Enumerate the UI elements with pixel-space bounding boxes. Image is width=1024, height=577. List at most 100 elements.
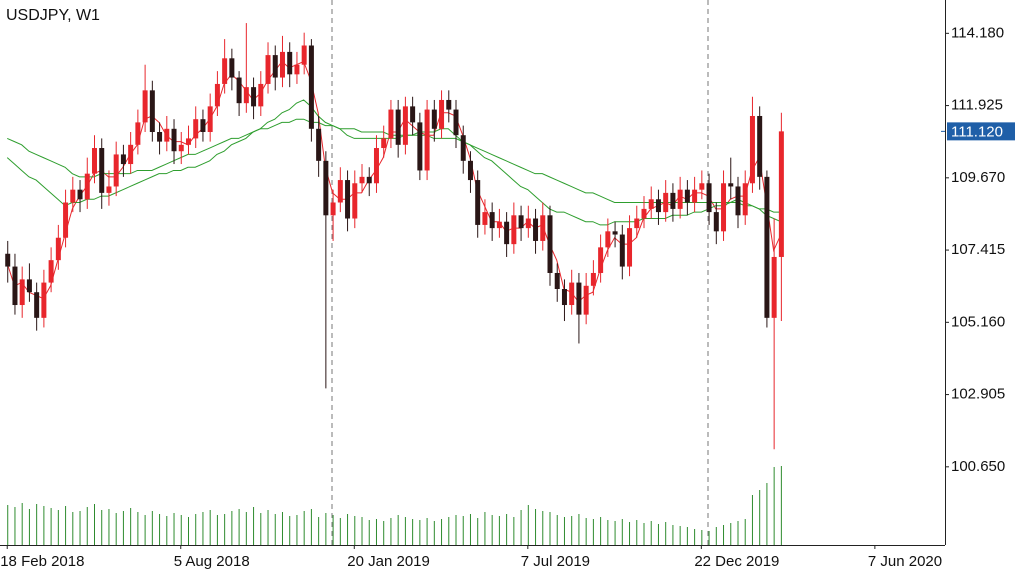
candle-body: [243, 87, 249, 104]
candle-body: [265, 55, 271, 84]
candle-body: [222, 58, 228, 84]
candle-body: [34, 292, 40, 318]
candle-body: [214, 83, 220, 107]
x-tick-label: 5 Aug 2018: [174, 553, 250, 570]
candle-body: [721, 183, 727, 232]
candle-body: [619, 234, 625, 267]
candle-body: [287, 51, 293, 75]
candle-body: [547, 215, 553, 273]
candle-body: [735, 186, 741, 216]
candle-body: [518, 215, 524, 229]
candle-body: [388, 109, 394, 139]
candle-body: [540, 215, 546, 241]
candle-body: [395, 109, 401, 145]
candle-body: [439, 99, 445, 129]
candle-body: [279, 51, 285, 78]
candle-body: [113, 154, 119, 187]
candle-body: [460, 135, 466, 161]
chart-title: USDJPY, W1: [6, 7, 100, 24]
candle-body: [554, 272, 560, 290]
candle-body: [431, 109, 437, 129]
candle-body: [142, 90, 148, 123]
candle-body: [185, 138, 191, 145]
candle-body: [149, 90, 155, 133]
candle-body: [525, 218, 531, 229]
candle-body: [345, 180, 351, 219]
candle-body: [294, 64, 300, 75]
candle-body: [373, 148, 379, 184]
candle-body: [207, 106, 213, 133]
candle-body: [26, 279, 32, 293]
candle-body: [128, 144, 134, 165]
candle-body: [764, 176, 770, 318]
candle-body: [337, 180, 343, 203]
candle-body: [381, 138, 387, 149]
candle-body: [157, 132, 163, 142]
candle-body: [178, 144, 184, 152]
moving-average: [6, 99, 782, 226]
last-price-box: [947, 122, 1015, 141]
candle-body: [692, 189, 698, 203]
candle-body: [749, 115, 755, 184]
y-tick-label: 105.160: [951, 313, 1005, 330]
candle-body: [99, 148, 105, 193]
candle-body: [771, 256, 777, 318]
candle-body: [77, 189, 83, 200]
candle-body: [12, 266, 18, 306]
candle-body: [655, 199, 661, 213]
candle-body: [41, 282, 47, 318]
x-tick-label: 7 Jul 2019: [521, 553, 590, 570]
candle-body: [55, 237, 61, 261]
candle-body: [200, 119, 206, 133]
candle-body: [598, 247, 604, 273]
candle-body: [590, 272, 596, 286]
x-tick-label: 20 Jan 2019: [347, 553, 430, 570]
candle-body: [475, 180, 481, 225]
candle-body: [453, 109, 459, 136]
candle-body: [120, 154, 126, 165]
candle-body: [417, 122, 423, 171]
candle-body: [316, 128, 322, 161]
moving-average: [6, 60, 782, 303]
y-tick-label: 107.415: [951, 241, 1005, 258]
candle-body: [359, 176, 365, 184]
candle-body: [5, 253, 11, 267]
candle-body: [612, 231, 618, 235]
candle-body: [576, 282, 582, 315]
candle-body: [251, 87, 257, 107]
candle-body: [713, 212, 719, 232]
candle-body: [171, 128, 177, 152]
candle-body: [366, 176, 372, 184]
candle-body: [258, 83, 264, 107]
candle-body: [634, 218, 640, 229]
last-price-label: 111.120: [951, 123, 1003, 140]
candle-body: [70, 189, 76, 203]
y-tick-label: 100.650: [951, 458, 1005, 475]
candle-body: [193, 119, 199, 139]
candle-body: [670, 192, 676, 209]
candle-body: [164, 128, 170, 142]
candle-body: [135, 122, 141, 145]
candle-body: [496, 221, 502, 229]
candle-body: [63, 202, 69, 238]
candle-body: [272, 55, 278, 78]
candle-body: [467, 160, 473, 181]
candle-body: [504, 221, 510, 245]
candle-body: [583, 285, 589, 315]
candle-body: [641, 208, 647, 219]
y-tick-label: 111.925: [951, 97, 1003, 114]
candle-body: [742, 183, 748, 216]
candle-body: [236, 77, 242, 104]
candle-body: [84, 173, 90, 200]
y-tick-label: 109.670: [951, 169, 1005, 186]
candle-body: [402, 106, 408, 145]
y-tick-label: 114.180: [951, 24, 1004, 41]
candle-body: [19, 279, 25, 306]
candle-body: [627, 228, 633, 267]
candle-body: [706, 183, 712, 213]
candle-body: [728, 183, 734, 187]
candle-body: [569, 282, 575, 306]
candle-body: [106, 186, 112, 193]
